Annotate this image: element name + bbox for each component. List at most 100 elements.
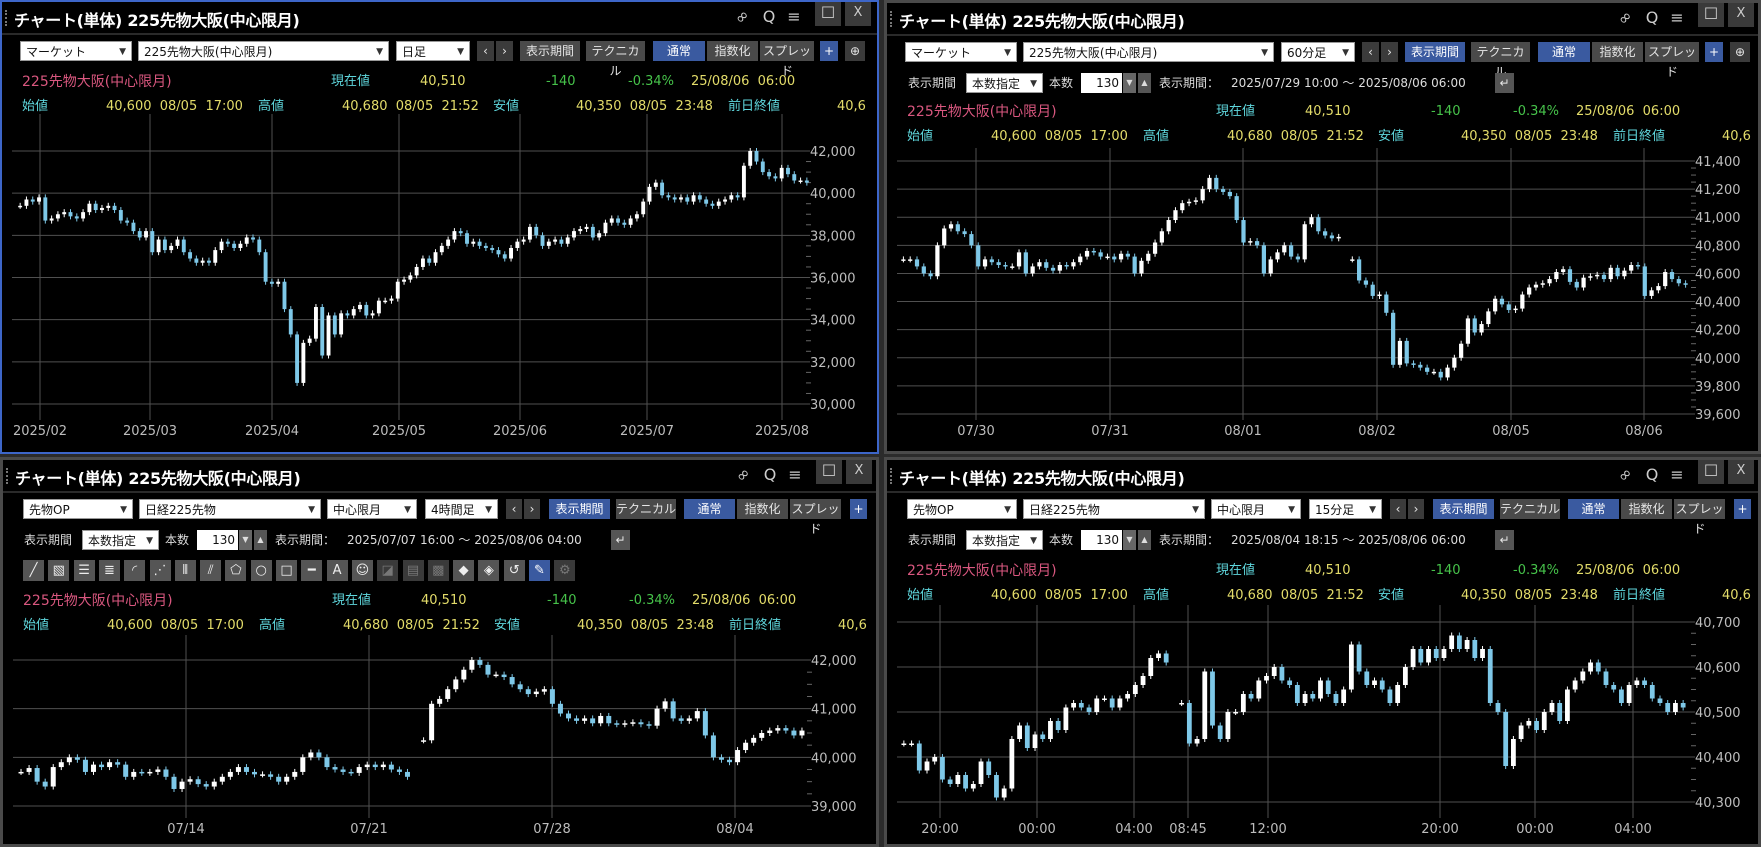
count-decrease-button[interactable]: ▼ (1123, 73, 1136, 93)
add-button[interactable]: + (1734, 499, 1751, 519)
lock-pen-icon[interactable]: ✎ (529, 560, 550, 581)
search-icon[interactable]: Q (1645, 465, 1659, 484)
count-input[interactable]: 130 (197, 530, 238, 550)
prev-button[interactable]: ‹ (1390, 499, 1406, 519)
symbol-select[interactable]: 日経225先物 ▼ (139, 499, 321, 519)
technical-button[interactable]: テクニカル (1471, 42, 1530, 79)
horizontal-lines-3-icon[interactable]: ☰ (73, 560, 95, 581)
channel-icon[interactable]: ⫽ (200, 560, 222, 581)
symbol-select[interactable]: 225先物大阪(中心限月) ▼ (1023, 42, 1274, 62)
index-button[interactable]: 指数化 (707, 41, 758, 61)
search-icon[interactable]: Q (1645, 8, 1659, 27)
zoom-icon[interactable]: ⊕ (845, 41, 865, 61)
vertical-lines-icon[interactable]: ⦀ (174, 560, 196, 581)
prev-button[interactable]: ‹ (1362, 42, 1379, 62)
zoom-icon[interactable]: ⊕ (1730, 42, 1750, 62)
normal-button[interactable]: 通常 (653, 41, 705, 61)
drag-grip-icon[interactable] (890, 11, 895, 27)
title-bar[interactable]: チャート(単体) 225先物大阪(中心限月) ∞ Q ≡ ☐ X (2, 2, 877, 35)
title-bar[interactable]: チャート(単体) 225先物大阪(中心限月) ∞ Q ≡ ☐ X (887, 460, 1758, 493)
spread-button[interactable]: スプレッド (760, 41, 814, 78)
maximize-icon[interactable]: ☐ (1698, 3, 1724, 27)
symbol-select[interactable]: 日経225先物 ▼ (1023, 499, 1205, 519)
count-increase-button[interactable]: ▲ (1138, 530, 1151, 550)
spread-button[interactable]: スプレッド (1645, 42, 1699, 79)
next-button[interactable]: › (496, 41, 513, 61)
close-icon[interactable]: X (845, 2, 871, 26)
candlestick-chart[interactable]: 20:00 00:00 04:00 08:45 12:00 20:00 00:00 04:00… (887, 460, 1761, 847)
next-button[interactable]: › (1381, 42, 1398, 62)
normal-button[interactable]: 通常 (1568, 499, 1619, 519)
add-button[interactable]: + (850, 499, 867, 519)
market-select[interactable]: マーケット ▼ (905, 42, 1017, 62)
period-button[interactable]: 表示期間 (520, 41, 580, 61)
text-icon[interactable]: A (326, 560, 348, 581)
circle-icon[interactable]: ○ (250, 560, 272, 581)
erase-all-icon[interactable]: ◈ (478, 560, 500, 581)
menu-icon[interactable]: ≡ (1670, 8, 1684, 27)
link-icon[interactable]: ∞ (1613, 6, 1637, 30)
period-mode-select[interactable]: 本数指定 ▼ (966, 530, 1043, 550)
candlestick-chart[interactable]: 2025/02 2025/03 2025/04 2025/05 2025/06 2025/… (2, 2, 879, 454)
drag-grip-icon[interactable] (890, 468, 895, 484)
market-select[interactable]: 先物OP ▼ (23, 499, 133, 519)
spread-button[interactable]: スプレッド (1674, 499, 1725, 536)
timeframe-select[interactable]: 15分足 ▼ (1309, 499, 1382, 519)
icon-stamp-icon[interactable]: ☺ (351, 560, 373, 581)
horizontal-lines-5-icon[interactable]: ≣ (98, 560, 120, 581)
period-mode-select[interactable]: 本数指定 ▼ (966, 73, 1043, 93)
maximize-icon[interactable]: ☐ (1698, 460, 1724, 484)
trendline-icon[interactable]: ╱ (23, 560, 44, 581)
eraser-icon[interactable]: ◆ (453, 560, 475, 581)
index-button[interactable]: 指数化 (1592, 42, 1643, 62)
count-decrease-button[interactable]: ▼ (239, 530, 252, 550)
symbol-select[interactable]: 225先物大阪(中心限月) ▼ (138, 41, 389, 61)
timeframe-select[interactable]: 4時間足 ▼ (425, 499, 498, 519)
close-icon[interactable]: X (846, 460, 872, 484)
contract-month-select[interactable]: 中心限月 ▼ (1211, 499, 1301, 519)
index-button[interactable]: 指数化 (737, 499, 788, 519)
reset-period-button[interactable]: ↵ (611, 530, 630, 550)
prev-button[interactable]: ‹ (477, 41, 494, 61)
add-button[interactable]: + (820, 41, 838, 61)
spread-button[interactable]: スプレッド (790, 499, 841, 536)
count-increase-button[interactable]: ▲ (1138, 73, 1151, 93)
drag-grip-icon[interactable] (5, 10, 10, 26)
technical-button[interactable]: テクニカル (1500, 499, 1560, 519)
normal-button[interactable]: 通常 (684, 499, 735, 519)
count-input[interactable]: 130 (1081, 73, 1122, 93)
fibonacci-arc-icon[interactable]: ◜ (124, 560, 146, 581)
index-button[interactable]: 指数化 (1621, 499, 1672, 519)
maximize-icon[interactable]: ☐ (816, 460, 842, 484)
link-icon[interactable]: ∞ (730, 5, 754, 29)
market-select[interactable]: 先物OP ▼ (907, 499, 1017, 519)
ruler-icon[interactable]: ▧ (48, 560, 70, 581)
title-bar[interactable]: チャート(単体) 225先物大阪(中心限月) ∞ Q ≡ ☐ X (3, 460, 876, 493)
timeframe-select[interactable]: 60分足 ▼ (1281, 42, 1355, 62)
menu-icon[interactable]: ≡ (788, 465, 802, 484)
close-icon[interactable]: X (1728, 460, 1754, 484)
title-bar[interactable]: チャート(単体) 225先物大阪(中心限月) ∞ Q ≡ ☐ X (887, 3, 1758, 36)
pentagon-icon[interactable]: ⬠ (225, 560, 247, 581)
count-increase-button[interactable]: ▲ (254, 530, 267, 550)
count-input[interactable]: 130 (1081, 530, 1122, 550)
reset-period-button[interactable]: ↵ (1495, 73, 1514, 93)
drag-grip-icon[interactable] (6, 468, 11, 484)
candlestick-chart[interactable]: 07/14 07/21 07/28 08/04 42,000 41,000 40,000 39… (3, 460, 879, 847)
search-icon[interactable]: Q (762, 7, 776, 26)
period-button[interactable]: 表示期間 (1433, 499, 1494, 519)
next-button[interactable]: › (1408, 499, 1424, 519)
period-button[interactable]: 表示期間 (549, 499, 610, 519)
next-button[interactable]: › (524, 499, 540, 519)
add-button[interactable]: + (1705, 42, 1723, 62)
magnet-icon[interactable]: ↺ (503, 560, 525, 581)
normal-button[interactable]: 通常 (1538, 42, 1590, 62)
link-icon[interactable]: ∞ (1613, 463, 1637, 487)
technical-button[interactable]: テクニカル (616, 499, 676, 519)
period-mode-select[interactable]: 本数指定 ▼ (82, 530, 159, 550)
candlestick-chart[interactable]: 07/30 07/31 08/01 08/02 08/05 08/06 41,400 41,2… (887, 3, 1761, 454)
reset-period-button[interactable]: ↵ (1495, 530, 1514, 550)
menu-icon[interactable]: ≡ (787, 7, 801, 26)
maximize-icon[interactable]: ☐ (815, 2, 841, 26)
technical-button[interactable]: テクニカル (586, 41, 645, 78)
